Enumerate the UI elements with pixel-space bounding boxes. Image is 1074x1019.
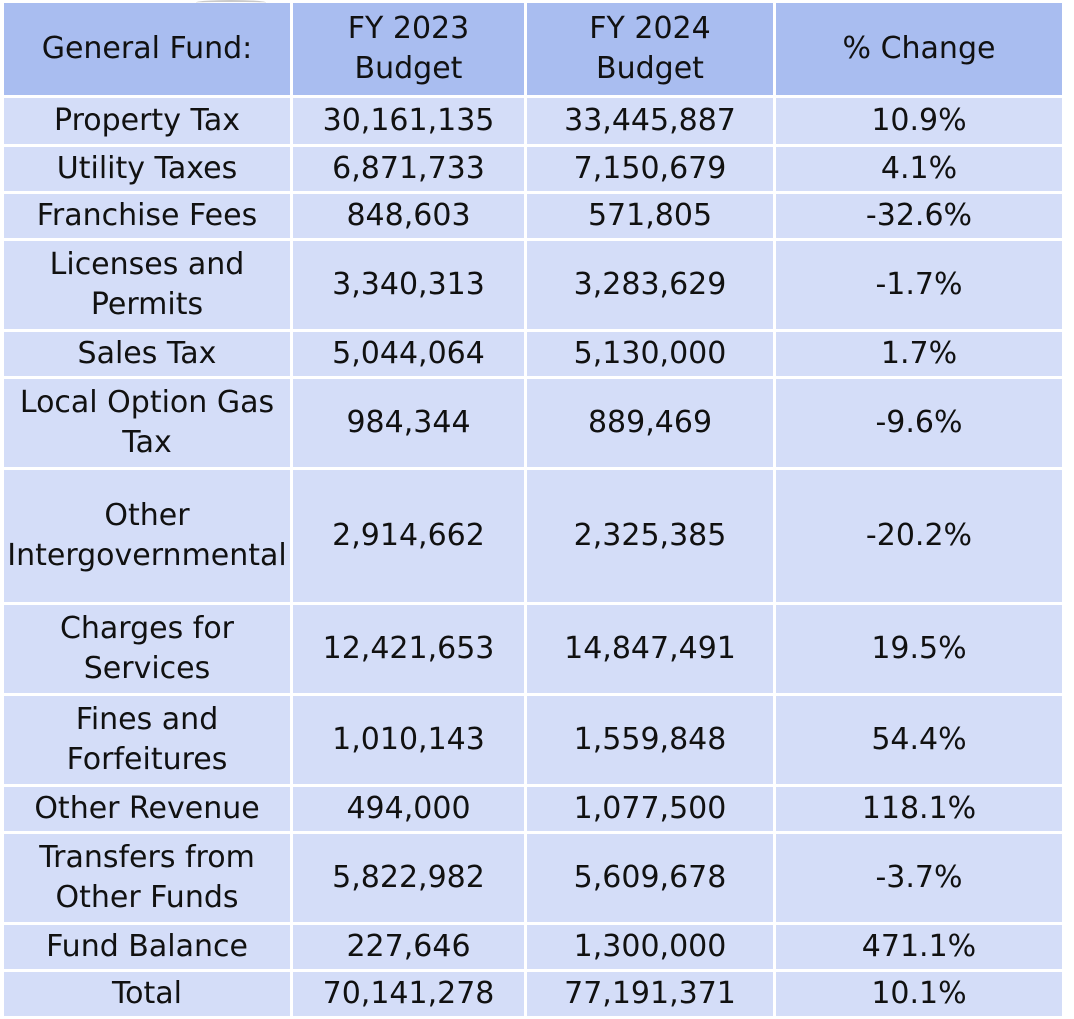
row-label-line: Local Option Gas bbox=[19, 385, 275, 420]
fy2023-value: 5,822,982 bbox=[293, 834, 524, 922]
fy2023-value: 30,161,135 bbox=[293, 98, 524, 144]
row-label: Fund Balance bbox=[4, 925, 290, 969]
fy2024-value: 7,150,679 bbox=[527, 147, 773, 191]
row-label-line: Fund Balance bbox=[46, 929, 248, 964]
row-label-line: Services bbox=[83, 651, 211, 686]
header-fy2023-budget: FY 2023 Budget bbox=[293, 3, 524, 95]
table-row: Transfers from Other Funds 5,822,982 5,609,… bbox=[4, 834, 1062, 922]
header-fy2024-budget: FY 2024 Budget bbox=[527, 3, 773, 95]
header-line: FY 2023 bbox=[347, 11, 470, 46]
fy2023-value: 1,010,143 bbox=[293, 696, 524, 784]
fy2024-value: 1,300,000 bbox=[527, 925, 773, 969]
row-label-line: Other Funds bbox=[55, 880, 239, 915]
row-label-line: Utility Taxes bbox=[56, 151, 238, 186]
fy2023-value: 5,044,064 bbox=[293, 332, 524, 376]
fy2023-value: 984,344 bbox=[293, 379, 524, 467]
row-label: Fines and Forfeitures bbox=[4, 696, 290, 784]
table-body: Property Tax 30,161,135 33,445,887 10.9% Uti… bbox=[4, 98, 1062, 1016]
row-label: Franchise Fees bbox=[4, 194, 290, 238]
table-row: Utility Taxes 6,871,733 7,150,679 4.1% bbox=[4, 147, 1062, 191]
row-label: Local Option Gas Tax bbox=[4, 379, 290, 467]
fy2023-value: 70,141,278 bbox=[293, 972, 524, 1016]
fy2024-value: 1,559,848 bbox=[527, 696, 773, 784]
row-label: Property Tax bbox=[4, 98, 290, 144]
row-label-line: Intergovernmental bbox=[7, 538, 287, 573]
row-label: Transfers from Other Funds bbox=[4, 834, 290, 922]
table-row: Other Revenue 494,000 1,077,500 118.1% bbox=[4, 787, 1062, 831]
header-percent-change: % Change bbox=[776, 3, 1062, 95]
header-general-fund: General Fund: bbox=[4, 3, 290, 95]
row-label-line: Transfers from bbox=[39, 840, 255, 875]
table-row: Franchise Fees 848,603 571,805 -32.6% bbox=[4, 194, 1062, 238]
row-label: Utility Taxes bbox=[4, 147, 290, 191]
fy2024-value: 3,283,629 bbox=[527, 241, 773, 329]
row-label: Sales Tax bbox=[4, 332, 290, 376]
percent-change-value: 4.1% bbox=[776, 147, 1062, 191]
fy2023-value: 3,340,313 bbox=[293, 241, 524, 329]
row-label: Other Revenue bbox=[4, 787, 290, 831]
percent-change-value: 10.1% bbox=[776, 972, 1062, 1016]
top-decorative-arc bbox=[196, 0, 266, 5]
row-label: Other Intergovernmental bbox=[4, 470, 290, 602]
table-row: Other Intergovernmental 2,914,662 2,325,385… bbox=[4, 470, 1062, 602]
row-label-line: Licenses and bbox=[49, 247, 245, 282]
row-label-line: Fines and bbox=[75, 702, 219, 737]
percent-change-value: -20.2% bbox=[776, 470, 1062, 602]
fy2023-value: 6,871,733 bbox=[293, 147, 524, 191]
table-row: Fund Balance 227,646 1,300,000 471.1% bbox=[4, 925, 1062, 969]
header-line: % Change bbox=[842, 31, 996, 66]
fy2024-value: 2,325,385 bbox=[527, 470, 773, 602]
row-label-line: Other bbox=[104, 498, 190, 533]
table-row: Sales Tax 5,044,064 5,130,000 1.7% bbox=[4, 332, 1062, 376]
fy2024-value: 889,469 bbox=[527, 379, 773, 467]
row-label-line: Sales Tax bbox=[77, 336, 217, 371]
row-label-line: Charges for bbox=[59, 611, 235, 646]
row-label-line: Franchise Fees bbox=[36, 198, 258, 233]
fy2024-value: 1,077,500 bbox=[527, 787, 773, 831]
row-label-line: Other Revenue bbox=[34, 791, 260, 826]
percent-change-value: 118.1% bbox=[776, 787, 1062, 831]
percent-change-value: -9.6% bbox=[776, 379, 1062, 467]
row-label-line: Total bbox=[111, 976, 183, 1011]
percent-change-value: -32.6% bbox=[776, 194, 1062, 238]
row-label-line: Tax bbox=[122, 425, 172, 460]
table-row: Local Option Gas Tax 984,344 889,469 -9.6% bbox=[4, 379, 1062, 467]
fy2023-value: 227,646 bbox=[293, 925, 524, 969]
row-label: Total bbox=[4, 972, 290, 1016]
fy2024-value: 77,191,371 bbox=[527, 972, 773, 1016]
percent-change-value: 10.9% bbox=[776, 98, 1062, 144]
table-row: Charges for Services 12,421,653 14,847,491 1… bbox=[4, 605, 1062, 693]
header-line: General Fund: bbox=[41, 31, 253, 66]
row-label: Charges for Services bbox=[4, 605, 290, 693]
percent-change-value: -1.7% bbox=[776, 241, 1062, 329]
fy2023-value: 494,000 bbox=[293, 787, 524, 831]
header-line: Budget bbox=[596, 51, 704, 86]
fy2024-value: 5,609,678 bbox=[527, 834, 773, 922]
percent-change-value: 54.4% bbox=[776, 696, 1062, 784]
row-label-line: Permits bbox=[90, 287, 204, 322]
table-row: Fines and Forfeitures 1,010,143 1,559,848 54… bbox=[4, 696, 1062, 784]
fy2023-value: 12,421,653 bbox=[293, 605, 524, 693]
fy2024-value: 571,805 bbox=[527, 194, 773, 238]
fy2024-value: 5,130,000 bbox=[527, 332, 773, 376]
percent-change-value: -3.7% bbox=[776, 834, 1062, 922]
table-row: Licenses and Permits 3,340,313 3,283,629 -1.… bbox=[4, 241, 1062, 329]
table-row: Total 70,141,278 77,191,371 10.1% bbox=[4, 972, 1062, 1016]
row-label: Licenses and Permits bbox=[4, 241, 290, 329]
row-label-line: Property Tax bbox=[54, 103, 240, 138]
percent-change-value: 471.1% bbox=[776, 925, 1062, 969]
table-row: Property Tax 30,161,135 33,445,887 10.9% bbox=[4, 98, 1062, 144]
percent-change-value: 1.7% bbox=[776, 332, 1062, 376]
header-line: Budget bbox=[354, 51, 463, 86]
fy2024-value: 14,847,491 bbox=[527, 605, 773, 693]
fy2023-value: 2,914,662 bbox=[293, 470, 524, 602]
header-line: FY 2024 bbox=[589, 11, 711, 46]
budget-table-container: General Fund: FY 2023 Budget FY 2024 Bud… bbox=[4, 3, 1068, 1016]
percent-change-value: 19.5% bbox=[776, 605, 1062, 693]
fy2024-value: 33,445,887 bbox=[527, 98, 773, 144]
table-header-row: General Fund: FY 2023 Budget FY 2024 Bud… bbox=[4, 3, 1062, 95]
fy2023-value: 848,603 bbox=[293, 194, 524, 238]
row-label-line: Forfeitures bbox=[66, 742, 228, 777]
